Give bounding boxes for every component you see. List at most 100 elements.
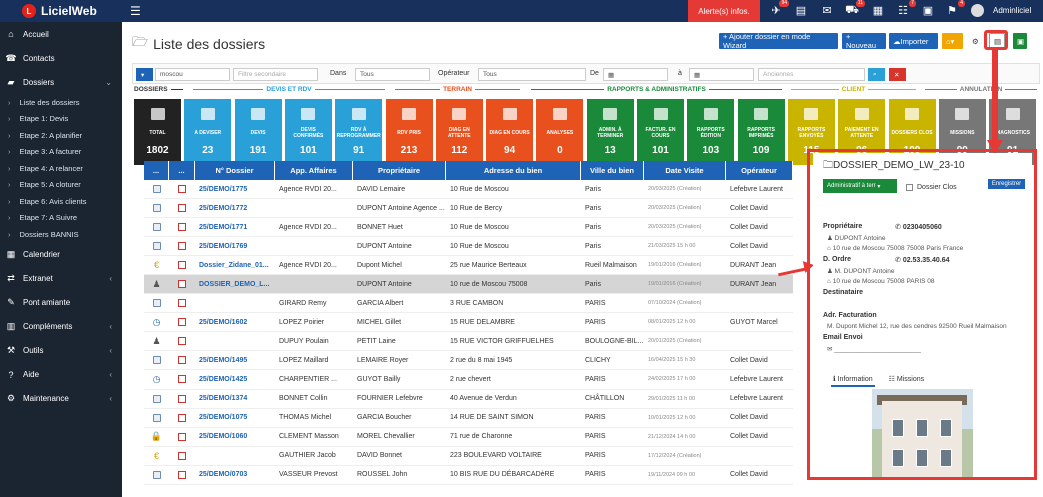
- row-calendar-icon[interactable]: [169, 351, 195, 369]
- cell-dossier-number[interactable]: Dossier_Zidane_01...: [199, 261, 269, 269]
- sidebar-subitem[interactable]: › Etape 5: A cloturer: [0, 177, 122, 194]
- table-row[interactable]: 25/DEMO/1374 BONNET Collin FOURNIER Lefebv…: [144, 390, 793, 409]
- secondary-filter-input[interactable]: Filtre secondaire: [233, 68, 318, 81]
- column-header[interactable]: Ville du bien: [581, 161, 644, 180]
- cell-dossier-number[interactable]: 25/DEMO/1771: [199, 223, 248, 231]
- row-status-icon[interactable]: ♟: [144, 275, 169, 293]
- order-phone[interactable]: ✆ 02.53.35.40.64: [895, 257, 950, 264]
- table-row[interactable]: € GAUTHIER Jacob DAVID Bonnet 223 BOULEVARD…: [144, 447, 793, 466]
- column-header[interactable]: Date Visite: [644, 161, 726, 180]
- user-name[interactable]: Adminliciel: [993, 6, 1032, 15]
- sidebar-item[interactable]: ⚙ Maintenance ‹: [0, 387, 122, 411]
- table-row[interactable]: GIRARD Remy GARCIA Albert 3 RUE CAMBON PARI…: [144, 294, 793, 314]
- cell-dossier-number[interactable]: [195, 332, 275, 350]
- user-avatar[interactable]: [971, 4, 984, 17]
- sidebar-subitem[interactable]: › Etape 2: A planifier: [0, 127, 122, 144]
- row-calendar-icon[interactable]: [169, 180, 195, 198]
- dans-select[interactable]: Tous: [355, 68, 430, 81]
- cell-dossier-number[interactable]: 25/DEMO/0703: [199, 471, 248, 479]
- tab-missions[interactable]: ☷ Missions: [888, 376, 925, 383]
- search-input[interactable]: moscou: [155, 68, 230, 81]
- table-row[interactable]: 25/DEMO/1075 THOMAS Michel GARCIA Boucher 1…: [144, 409, 793, 428]
- sidebar-item[interactable]: ⇄ Extranet ‹: [0, 267, 122, 291]
- add-wizard-button[interactable]: + Ajouter dossier en mode Wizard: [719, 32, 838, 50]
- sidebar-subitem[interactable]: › Etape 1: Devis: [0, 111, 122, 128]
- column-header[interactable]: Adresse du bien: [446, 161, 581, 180]
- row-status-icon[interactable]: [144, 218, 169, 236]
- checkbox[interactable]: [906, 184, 913, 191]
- table-row[interactable]: 25/DEMO/1495 LOPEZ Maillard LEMAIRE Royer 2…: [144, 351, 793, 371]
- sidebar-item[interactable]: ✎ Pont amiante: [0, 291, 122, 315]
- sidebar-item-accueil[interactable]: ⌂ Accueil: [0, 22, 122, 46]
- column-header[interactable]: N° Dossier: [195, 161, 275, 180]
- row-status-icon[interactable]: [144, 351, 169, 369]
- mail-icon[interactable]: ✉: [822, 5, 832, 17]
- save-button[interactable]: Enregistrer: [988, 179, 1025, 189]
- new-button[interactable]: + Nouveau: [842, 32, 886, 50]
- menu-toggle-icon[interactable]: ☰: [130, 4, 141, 18]
- sidebar-subitem[interactable]: › Dossiers BANNIS: [0, 226, 122, 243]
- row-status-icon[interactable]: €: [144, 256, 169, 274]
- row-calendar-icon[interactable]: [169, 256, 195, 274]
- operateur-select[interactable]: Tous: [478, 68, 586, 81]
- cell-dossier-number[interactable]: [195, 447, 275, 465]
- filter-dropdown-icon[interactable]: ▾: [136, 68, 153, 81]
- row-calendar-icon[interactable]: [169, 218, 195, 236]
- status-tile[interactable]: DIAG EN COURS 94: [486, 99, 534, 165]
- status-tile[interactable]: DIAG EN ATTENTE 112: [435, 99, 483, 165]
- sidebar-item[interactable]: ⚒ Outils ‹: [0, 339, 122, 363]
- row-calendar-icon[interactable]: [169, 294, 195, 312]
- owner-phone[interactable]: ✆ 0230405060: [895, 224, 942, 231]
- column-header[interactable]: ...: [169, 161, 195, 180]
- table-row[interactable]: 25/DEMO/0703 VASSEUR Prevost ROUSSEL John 1…: [144, 466, 793, 485]
- row-status-icon[interactable]: [144, 237, 169, 255]
- row-status-icon[interactable]: 🔒: [144, 428, 169, 446]
- cell-dossier-number[interactable]: 25/DEMO/1374: [199, 395, 248, 403]
- cell-dossier-number[interactable]: 25/DEMO/1775: [199, 185, 248, 193]
- column-header[interactable]: App. Affaires: [275, 161, 353, 180]
- status-tile[interactable]: ADMIN. À TERMINER 13: [586, 99, 634, 165]
- date-from-input[interactable]: ▦: [603, 68, 668, 81]
- sidebar-item[interactable]: ▥ Compléments ‹: [0, 315, 122, 339]
- cell-dossier-number[interactable]: 25/DEMO/1769: [199, 242, 248, 250]
- row-calendar-icon[interactable]: [169, 332, 195, 350]
- row-status-icon[interactable]: ◷: [144, 313, 169, 331]
- trash-icon[interactable]: ✕: [889, 68, 906, 81]
- row-calendar-icon[interactable]: [169, 428, 195, 446]
- grid-icon[interactable]: ▣: [922, 5, 934, 17]
- status-tile[interactable]: A DEVISER 23: [184, 99, 232, 165]
- row-status-icon[interactable]: ♟: [144, 332, 169, 350]
- status-tile[interactable]: RDV À REPROGRAMMER 91: [335, 99, 383, 165]
- row-calendar-icon[interactable]: [169, 199, 195, 217]
- email-icon[interactable]: ✉ ________________________: [827, 346, 922, 353]
- table-row[interactable]: ◷ 25/DEMO/1602 LOPEZ Poirier MICHEL Gillet 1…: [144, 313, 793, 333]
- status-tile[interactable]: DEVIS 191: [234, 99, 282, 165]
- row-calendar-icon[interactable]: [169, 447, 195, 465]
- sidebar-item-dossiers[interactable]: ▰ Dossiers ⌄: [0, 70, 122, 94]
- table-row[interactable]: 25/DEMO/1769 DUPONT Antoine 10 Rue de Mosc…: [144, 237, 793, 257]
- row-calendar-icon[interactable]: [169, 370, 195, 388]
- cell-dossier-number[interactable]: 25/DEMO/1772: [199, 204, 248, 212]
- app-logo[interactable]: L LicielWeb: [0, 0, 122, 22]
- message-icon[interactable]: ▤: [795, 5, 807, 17]
- table-row[interactable]: ♟ DUPUY Poulain PETIT Laine 15 RUE VICTOR G…: [144, 332, 793, 352]
- row-status-icon[interactable]: [144, 409, 169, 427]
- row-calendar-icon[interactable]: [169, 409, 195, 427]
- row-status-icon[interactable]: [144, 180, 169, 198]
- dossier-clos-checkbox[interactable]: Dossier Clos: [906, 184, 957, 191]
- row-status-icon[interactable]: €: [144, 447, 169, 465]
- cell-dossier-number[interactable]: DOSSIER_DEMO_L...: [199, 280, 270, 288]
- calendar-icon[interactable]: ▦: [872, 5, 884, 17]
- row-calendar-icon[interactable]: [169, 275, 195, 293]
- row-status-icon[interactable]: [144, 466, 169, 484]
- sidebar-subitem[interactable]: › Etape 4: A relancer: [0, 160, 122, 177]
- sidebar-subitem[interactable]: › Liste des dossiers: [0, 94, 122, 111]
- row-calendar-icon[interactable]: [169, 237, 195, 255]
- table-row[interactable]: ◷ 25/DEMO/1425 CHARPENTIER ... GUYOT Bailly…: [144, 370, 793, 390]
- anciennes-select[interactable]: Anciennes: [758, 68, 865, 81]
- cell-dossier-number[interactable]: 25/DEMO/1075: [199, 414, 248, 422]
- column-header[interactable]: Propriétaire: [353, 161, 446, 180]
- cell-dossier-number[interactable]: 25/DEMO/1060: [199, 433, 248, 441]
- row-status-icon[interactable]: [144, 199, 169, 217]
- settings-icon[interactable]: ⚙: [968, 33, 982, 49]
